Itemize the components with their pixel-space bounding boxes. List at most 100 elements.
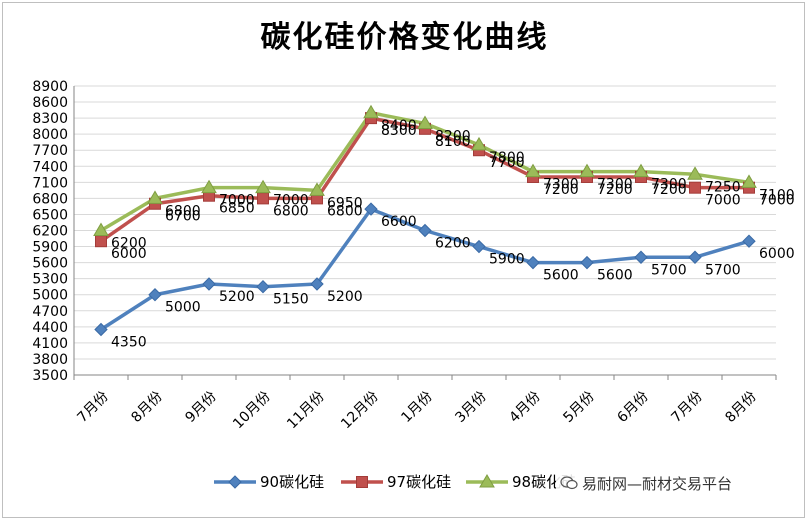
- series-1-data-label: 6200: [435, 236, 471, 252]
- x-tick-label: 6月份: [614, 389, 651, 426]
- x-tick-label: 11月份: [284, 389, 328, 433]
- x-tick-label: 3月份: [452, 389, 489, 426]
- watermark-text: 易耐网—耐材交易平台: [582, 474, 733, 493]
- x-tick-label: 1月份: [398, 389, 435, 426]
- series-3-point: [93, 222, 109, 236]
- series-2-data-label: 6700: [165, 209, 201, 225]
- series-3-data-label: 6800: [165, 203, 201, 219]
- series-1-data-label: 5200: [219, 289, 255, 305]
- series-1-data-label: 5700: [651, 262, 687, 278]
- series-3-data-label: 7000: [219, 193, 255, 209]
- y-tick-label: 5900: [32, 240, 68, 256]
- series-1-point: [94, 322, 108, 337]
- series-1-point: [526, 255, 540, 270]
- series-1-point: [580, 255, 594, 270]
- x-tick-label: 5月份: [560, 389, 597, 426]
- series-2-data-label: 8100: [435, 134, 471, 150]
- series-1-point: [472, 239, 486, 254]
- series-1-point: [256, 279, 270, 294]
- legend-label-1: 90碳化硅: [260, 473, 324, 491]
- series-1-point: [148, 288, 162, 302]
- y-tick-label: 4700: [32, 304, 68, 320]
- y-tick-label: 4100: [32, 336, 68, 352]
- series-3-data-label: 7300: [651, 177, 687, 193]
- series-3-point: [309, 182, 325, 196]
- y-tick-label: 8000: [32, 127, 68, 143]
- series-2-data-label: 7200: [597, 182, 633, 198]
- series-3-data-label: 6950: [327, 195, 363, 211]
- series-3-point: [633, 163, 649, 178]
- wechat-icon: [560, 476, 578, 490]
- series-1-data-label: 5600: [543, 268, 579, 284]
- y-tick-label: 3800: [32, 352, 68, 368]
- series-3-point: [147, 190, 163, 204]
- chart-title: 碳化硅价格变化曲线: [260, 20, 549, 55]
- series-1-data-label: 5600: [597, 268, 633, 284]
- y-tick-label: 8300: [32, 111, 68, 127]
- x-tick-label: 4月份: [506, 389, 543, 426]
- series-2-data-label: 6000: [111, 246, 147, 262]
- y-tick-label: 8900: [32, 79, 68, 95]
- series-3-point: [201, 179, 217, 194]
- y-tick-label: 7400: [32, 159, 68, 175]
- watermark: 易耐网—耐材交易平台: [556, 472, 739, 494]
- series-2-point: [257, 192, 269, 205]
- series-3-data-label: 6200: [111, 236, 147, 252]
- series-1-data-label: 5900: [489, 252, 525, 268]
- x-tick-label: 8月份: [128, 389, 165, 426]
- x-tick-label: 7月份: [74, 389, 111, 426]
- y-tick-label: 3500: [32, 368, 68, 384]
- y-tick-label: 8600: [32, 95, 68, 111]
- series-1-data-label: 5700: [705, 262, 741, 278]
- series-3-point: [255, 179, 271, 194]
- series-2-data-label: 7200: [543, 182, 579, 198]
- y-tick-label: 5300: [32, 272, 68, 288]
- series-3-point: [363, 104, 379, 119]
- series-3-point: [741, 174, 757, 188]
- series-3-point: [479, 474, 495, 488]
- series-1-point: [228, 475, 242, 489]
- y-tick-label: 5000: [32, 288, 68, 304]
- series-1-data-label: 6600: [381, 214, 417, 230]
- x-tick-label: 7月份: [668, 389, 705, 426]
- series-1-point: [310, 277, 324, 291]
- series-1-point: [634, 250, 648, 264]
- y-tick-label: 6500: [32, 207, 68, 223]
- x-tick-label: 9月份: [182, 389, 219, 426]
- series-3-data-label: 8400: [381, 118, 417, 134]
- series-2-data-label: 7000: [705, 193, 741, 209]
- x-tick-label: 8月份: [722, 389, 759, 426]
- series-2-data-label: 7700: [489, 155, 525, 171]
- x-tick-label: 10月份: [230, 389, 274, 433]
- y-tick-label: 6800: [32, 191, 68, 207]
- series-1-point: [688, 250, 702, 264]
- x-tick-label: 12月份: [338, 389, 382, 433]
- series-3-point: [579, 163, 595, 178]
- y-tick-label: 7700: [32, 143, 68, 159]
- series-2-data-label: 6800: [273, 203, 309, 219]
- series-2-point: [689, 181, 701, 194]
- series-3-data-label: 7250: [705, 179, 741, 195]
- series-2-data-label: 6800: [327, 203, 363, 219]
- y-tick-label: 4400: [32, 320, 68, 336]
- series-3-data-label: 8200: [435, 128, 471, 144]
- series-1-data-label: 6000: [759, 246, 795, 262]
- series-2-data-label: 6850: [219, 201, 255, 217]
- series-2-data-label: 8300: [381, 123, 417, 139]
- series-2-data-label: 7200: [651, 182, 687, 198]
- series-2-point: [95, 235, 107, 248]
- series-2-point: [356, 476, 368, 488]
- series-1-data-label: 5000: [165, 300, 201, 316]
- y-tick-label: 5600: [32, 256, 68, 272]
- series-3-data-label: 7100: [759, 187, 795, 203]
- series-1-point: [202, 277, 216, 291]
- series-3-data-label: 7300: [597, 177, 633, 193]
- y-tick-label: 7100: [32, 175, 68, 191]
- series-3-point: [687, 166, 703, 180]
- series-1-data-label: 4350: [111, 335, 147, 351]
- series-1-point: [742, 234, 756, 248]
- series-3-point: [471, 136, 487, 151]
- series-3-point: [417, 115, 433, 129]
- series-3-data-label: 7800: [489, 150, 525, 166]
